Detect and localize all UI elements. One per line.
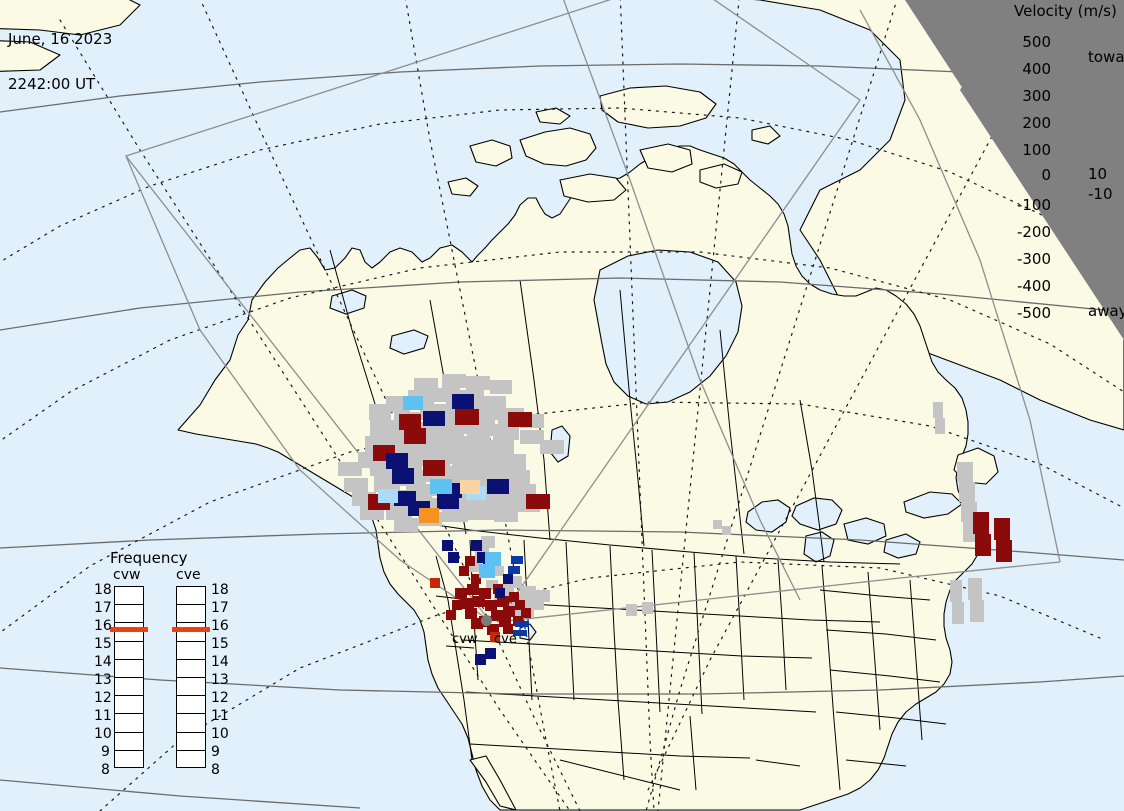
frequency-marker-cvw: [110, 627, 148, 632]
frequency-tick-cve-16: 16: [211, 618, 229, 634]
radar-site-label-cve: cve: [494, 632, 517, 647]
frequency-tick-cvw-8: 8: [101, 762, 110, 778]
colorbar-tick-400: 400: [1022, 60, 1051, 78]
frequency-cell-cve-15-16: [177, 623, 205, 642]
radar-site-marker: [481, 615, 492, 626]
colorbar-tick-100: 100: [1022, 141, 1051, 159]
frequency-cell-cvw-10-11: [115, 714, 143, 733]
frequency-tick-cve-9: 9: [211, 744, 220, 760]
frequency-cell-cvw-8-9: [115, 751, 143, 769]
frequency-tick-cvw-18: 18: [94, 582, 112, 598]
frequency-tick-cvw-10: 10: [94, 726, 112, 742]
frequency-tick-cvw-9: 9: [101, 744, 110, 760]
inland-water: [329, 249, 963, 641]
frequency-cell-cve-9-10: [177, 733, 205, 751]
frequency-cell-cve-13-14: [177, 660, 205, 678]
frequency-tick-cvw-15: 15: [94, 636, 112, 652]
frequency-bar-label-cve: cve: [176, 567, 201, 583]
radar-scatter-cells: [338, 374, 1012, 665]
frequency-cell-cve-17-18: [177, 587, 205, 606]
frequency-bar-label-cvw: cvw: [113, 567, 141, 583]
frequency-cell-cvw-17-18: [115, 587, 143, 606]
frequency-tick-cve-12: 12: [211, 690, 229, 706]
colorbar-tick-labels: 500 400 300 200 100 0 -100 -200 -300 -40…: [995, 0, 1051, 360]
colorbar-title: Velocity (m/s): [1014, 2, 1117, 20]
frequency-cell-cve-12-13: [177, 678, 205, 697]
frequency-cell-cve-11-12: [177, 696, 205, 715]
frequency-cell-cvw-9-10: [115, 733, 143, 751]
timestamp-time: 2242:00 UT: [8, 75, 96, 93]
frequency-cell-cve-10-11: [177, 714, 205, 733]
frequency-bar-cve: [176, 586, 206, 768]
radar-site-label-cvw: cvw: [452, 632, 478, 647]
frequency-cell-cvw-13-14: [115, 660, 143, 678]
colorbar-label-neg10: -10: [1088, 185, 1113, 203]
colorbar-label-toward: toward: [1088, 48, 1124, 66]
colorbar-side-labels: toward 10 -10 away: [1088, 0, 1124, 360]
frequency-tick-cve-15: 15: [211, 636, 229, 652]
frequency-tick-cve-13: 13: [211, 672, 229, 688]
frequency-cell-cvw-11-12: [115, 696, 143, 715]
frequency-cell-cvw-16-17: [115, 605, 143, 624]
timestamp-date: June, 16 2023: [8, 30, 113, 48]
frequency-cell-cvw-14-15: [115, 642, 143, 660]
frequency-tick-cvw-12: 12: [94, 690, 112, 706]
frequency-tick-cvw-16: 16: [94, 618, 112, 634]
frequency-cell-cve-14-15: [177, 642, 205, 660]
colorbar-tick-0: 0: [1041, 166, 1051, 184]
colorbar-tick-neg200: -200: [1016, 223, 1051, 241]
colorbar-tick-300: 300: [1022, 87, 1051, 105]
colorbar-tick-200: 200: [1022, 114, 1051, 132]
frequency-tick-cve-11: 11: [211, 708, 229, 724]
frequency-tick-cvw-14: 14: [94, 654, 112, 670]
frequency-marker-cve: [172, 627, 210, 632]
frequency-tick-cvw-13: 13: [94, 672, 112, 688]
frequency-tick-cve-10: 10: [211, 726, 229, 742]
frequency-tick-cve-14: 14: [211, 654, 229, 670]
frequency-cell-cve-8-9: [177, 751, 205, 769]
frequency-tick-cvw-17: 17: [94, 600, 112, 616]
frequency-bar-cvw: [114, 586, 144, 768]
frequency-tick-cve-17: 17: [211, 600, 229, 616]
colorbar-tick-neg300: -300: [1016, 250, 1051, 268]
frequency-legend-title: Frequency: [110, 549, 188, 567]
colorbar-tick-neg500: -500: [1016, 304, 1051, 322]
frequency-cell-cvw-12-13: [115, 678, 143, 697]
colorbar-label-pos10: 10: [1088, 165, 1108, 183]
frequency-cell-cvw-15-16: [115, 623, 143, 642]
timestamp-block: June, 16 2023 2242:00 UT: [8, 2, 112, 122]
frequency-tick-cve-8: 8: [211, 762, 220, 778]
colorbar-tick-500: 500: [1022, 33, 1051, 51]
colorbar-tick-neg400: -400: [1016, 277, 1051, 295]
colorbar-label-away: away: [1088, 302, 1124, 320]
shaded-corner-region-2: [960, 0, 1124, 340]
frequency-tick-cve-18: 18: [211, 582, 229, 598]
frequency-cell-cve-16-17: [177, 605, 205, 624]
frequency-tick-cvw-11: 11: [94, 708, 112, 724]
colorbar-tick-neg100: -100: [1016, 196, 1051, 214]
